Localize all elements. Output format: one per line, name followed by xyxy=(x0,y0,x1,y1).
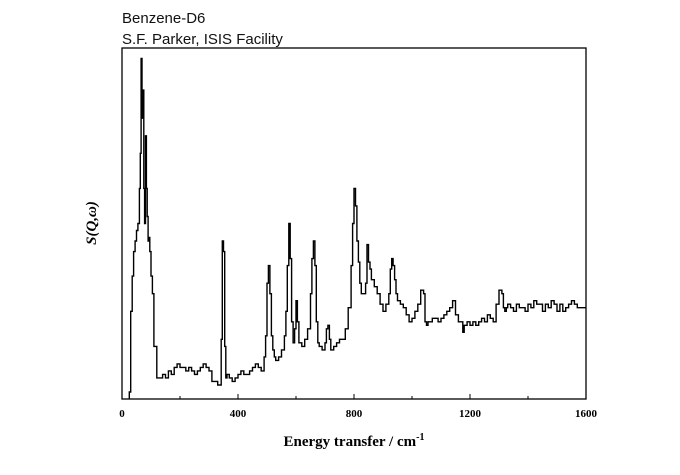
x-axis-tick-labels: 0 400 800 1200 1600 xyxy=(119,408,597,420)
chart-title-block: Benzene-D6 S.F. Parker, ISIS Facility xyxy=(122,8,283,50)
x-tick-label: 0 xyxy=(119,408,125,420)
x-axis-label-sup: -1 xyxy=(416,432,424,443)
x-tick-label: 1600 xyxy=(575,408,598,420)
chart-subtitle: S.F. Parker, ISIS Facility xyxy=(122,31,283,48)
y-axis-label: S(Q,ω) xyxy=(84,201,100,245)
x-tick-label: 800 xyxy=(346,408,363,420)
x-tick-label: 400 xyxy=(230,408,247,420)
x-tick-label: 1200 xyxy=(459,408,482,420)
x-axis-ticks xyxy=(121,394,587,399)
x-axis-label: Energy transfer / cm-1 xyxy=(284,432,425,450)
x-axis-label-text: Energy transfer / cm xyxy=(284,434,417,450)
spectrum-line xyxy=(128,57,586,399)
chart-title: Benzene-D6 xyxy=(122,10,206,27)
